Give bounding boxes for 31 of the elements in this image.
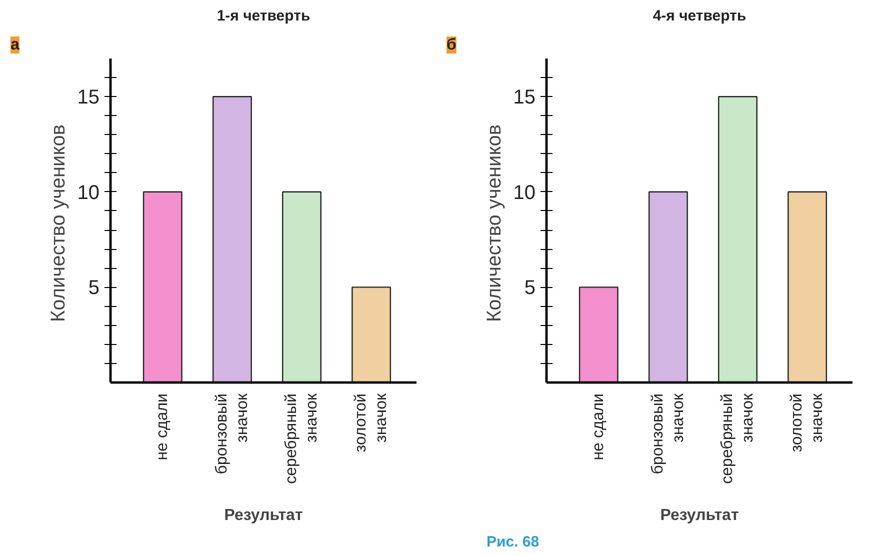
bar	[142, 191, 182, 382]
text: Рис. 68	[486, 534, 540, 550]
bar	[282, 191, 322, 382]
y-tick-label: 5	[524, 277, 536, 300]
chart-title: 1-я четверть	[216, 8, 310, 24]
x-tick-label: золотой значок	[788, 392, 826, 452]
x-tick-label: не сдали	[154, 394, 172, 460]
chart-title: 4-я четверть	[652, 8, 746, 24]
text: а	[10, 36, 20, 54]
bar	[578, 286, 618, 382]
bar	[718, 96, 758, 382]
y-tick-label: 10	[513, 182, 536, 204]
x-tick-label: бронзовый значок	[214, 392, 251, 474]
bar	[352, 286, 392, 382]
y-tick-label: 5	[88, 277, 100, 300]
y-tick-label: 10	[77, 182, 100, 204]
y-axis-title: Количество учеников	[483, 124, 506, 322]
bar	[648, 191, 688, 382]
text: б	[446, 36, 456, 54]
x-axis-title: Результат	[224, 506, 303, 524]
y-tick-label: 15	[77, 86, 100, 109]
y-tick-label: 15	[513, 86, 536, 109]
x-tick-label: бронзовый значок	[650, 392, 687, 474]
bar	[788, 191, 828, 382]
x-tick-label: не сдали	[590, 394, 608, 460]
x-axis-title: Результат	[660, 506, 739, 524]
x-tick-label: золотой значок	[352, 392, 390, 452]
x-tick-label: серебряный значок	[719, 392, 756, 484]
x-tick-label: серебряный значок	[283, 392, 320, 484]
bar	[212, 96, 252, 382]
y-axis-title: Количество учеников	[47, 124, 70, 322]
